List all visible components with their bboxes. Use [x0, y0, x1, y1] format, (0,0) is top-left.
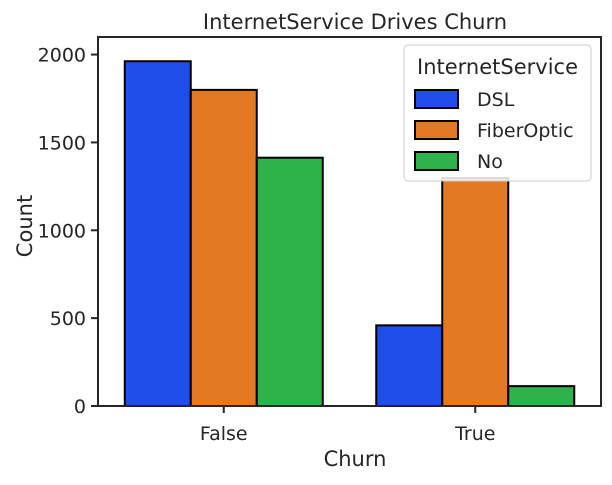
bar-fiberoptic-false	[189, 88, 258, 407]
bar-no-false	[255, 156, 324, 407]
x-tick-label: True	[454, 423, 495, 445]
y-axis-label: Count	[13, 195, 37, 257]
chart-title: InternetService Drives Churn	[203, 10, 507, 34]
y-tick-label: 2000	[38, 45, 86, 67]
y-tick-label: 0	[74, 396, 86, 418]
y-tick-label: 500	[50, 308, 86, 330]
legend-label-no: No	[477, 151, 503, 173]
legend-label-dsl: DSL	[477, 89, 515, 111]
x-axis-label: Churn	[324, 447, 387, 471]
legend-swatch-no	[414, 151, 459, 171]
legend-label-fiberoptic: FiberOptic	[477, 120, 574, 142]
legend-swatch-dsl	[414, 89, 459, 109]
x-tick-label: False	[200, 423, 248, 445]
legend-swatch-fiberoptic	[414, 120, 459, 140]
y-tick-label: 1000	[38, 220, 86, 242]
plot-frame	[97, 36, 602, 407]
bar-no-true	[507, 385, 576, 408]
plot-area: False True 0 500 1000 1500 2000 InternetService…	[38, 36, 602, 445]
legend-title: InternetService	[417, 55, 578, 79]
legend-box	[403, 44, 592, 182]
bar-dsl-true	[375, 324, 444, 407]
y-tick-label: 1500	[38, 132, 86, 154]
bar-dsl-false	[123, 60, 192, 408]
bar-fiberoptic-true	[441, 177, 510, 407]
